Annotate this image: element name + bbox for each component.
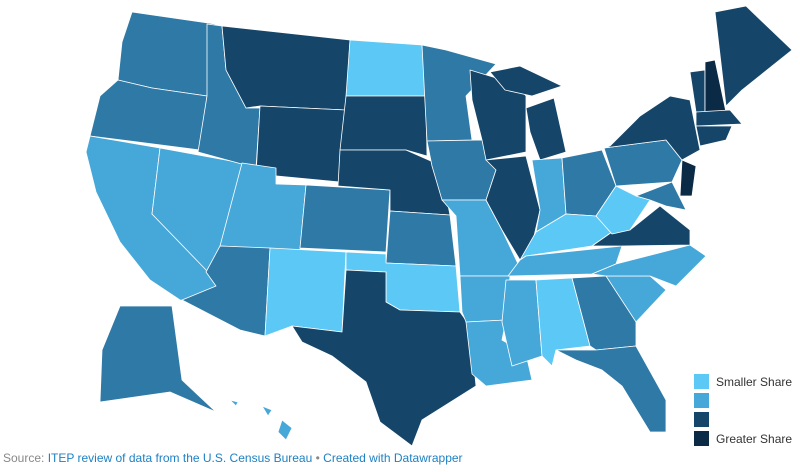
state-mt[interactable] [221, 25, 351, 111]
state-sd[interactable] [339, 95, 428, 157]
state-ak[interactable] [99, 305, 217, 413]
legend-label: Greater Share [716, 431, 793, 446]
legend-label: Smaller Share [716, 374, 793, 389]
state-hi[interactable] [277, 419, 293, 441]
legend-swatch [694, 412, 709, 427]
state-tx[interactable] [291, 269, 477, 447]
state-co[interactable] [299, 184, 391, 253]
state-vt[interactable] [689, 69, 706, 113]
state-ks[interactable] [385, 210, 457, 267]
legend-swatch [694, 374, 709, 389]
state-nc[interactable] [591, 244, 707, 287]
state-nm[interactable] [264, 247, 347, 337]
state-md[interactable] [635, 181, 687, 211]
state-nj[interactable] [679, 159, 697, 197]
legend-swatch [694, 431, 709, 446]
state-fl[interactable] [555, 345, 667, 433]
state-hi[interactable] [261, 405, 273, 417]
legend-item [694, 410, 792, 429]
legend-item [694, 391, 792, 410]
legend-item: Greater Share [694, 429, 792, 448]
legend-swatch [694, 393, 709, 408]
source-link[interactable]: ITEP review of data from the U.S. Census… [47, 451, 313, 465]
state-ny[interactable] [603, 95, 701, 161]
state-nd[interactable] [345, 39, 427, 97]
source-separator: • [312, 451, 324, 465]
state-mi[interactable] [525, 97, 567, 161]
datawrapper-link[interactable]: Created with Datawrapper [323, 451, 463, 465]
legend: Smaller Share Greater Share [694, 372, 792, 448]
us-states-map [85, 5, 793, 447]
state-pa[interactable] [603, 139, 683, 187]
state-ct[interactable] [695, 125, 733, 147]
legend-item: Smaller Share [694, 372, 792, 391]
state-ma[interactable] [695, 109, 743, 127]
state-mi[interactable] [489, 65, 563, 97]
state-me[interactable] [714, 5, 793, 107]
state-hi[interactable] [229, 399, 239, 407]
source-prefix: Source: [3, 451, 48, 465]
source-line: Source: ITEP review of data from the U.S… [3, 451, 463, 465]
